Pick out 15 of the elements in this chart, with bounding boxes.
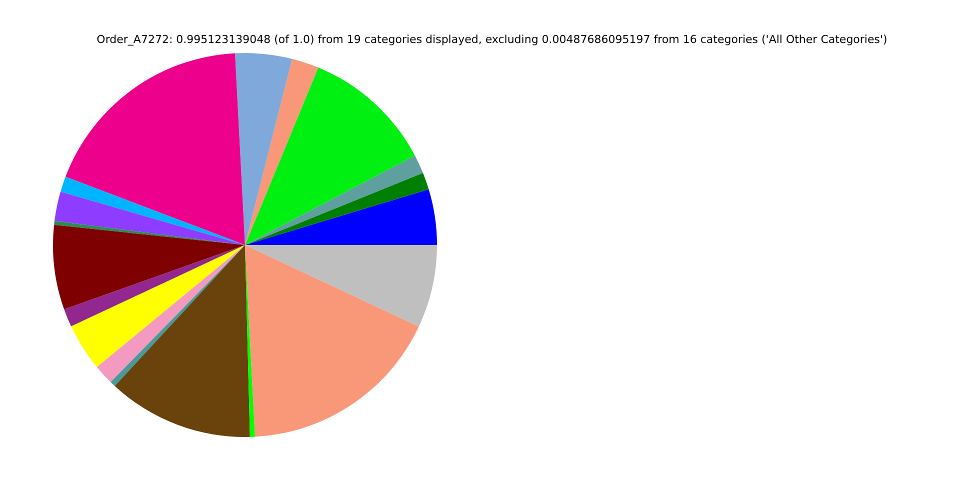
pie-slice	[245, 245, 437, 327]
pie-slice	[64, 245, 245, 326]
pie-slice	[60, 176, 245, 245]
pie-slice	[245, 172, 429, 245]
pie-slice	[245, 189, 437, 245]
pie-slice	[245, 156, 423, 245]
pie-slice	[54, 192, 245, 245]
pie-slice	[54, 220, 245, 245]
pie-slice	[53, 224, 245, 310]
pie-slice	[66, 53, 245, 245]
pie-slice	[234, 53, 292, 245]
pie-slice	[114, 245, 250, 437]
pie-slice	[245, 68, 415, 245]
pie-slice	[71, 245, 245, 368]
text: Order_A7272: 0.995123139048 (of 1.0) from 19 categories displayed, excluding 0.00487686095197 from 16 categories ('All Other Categories')	[96, 33, 888, 46]
